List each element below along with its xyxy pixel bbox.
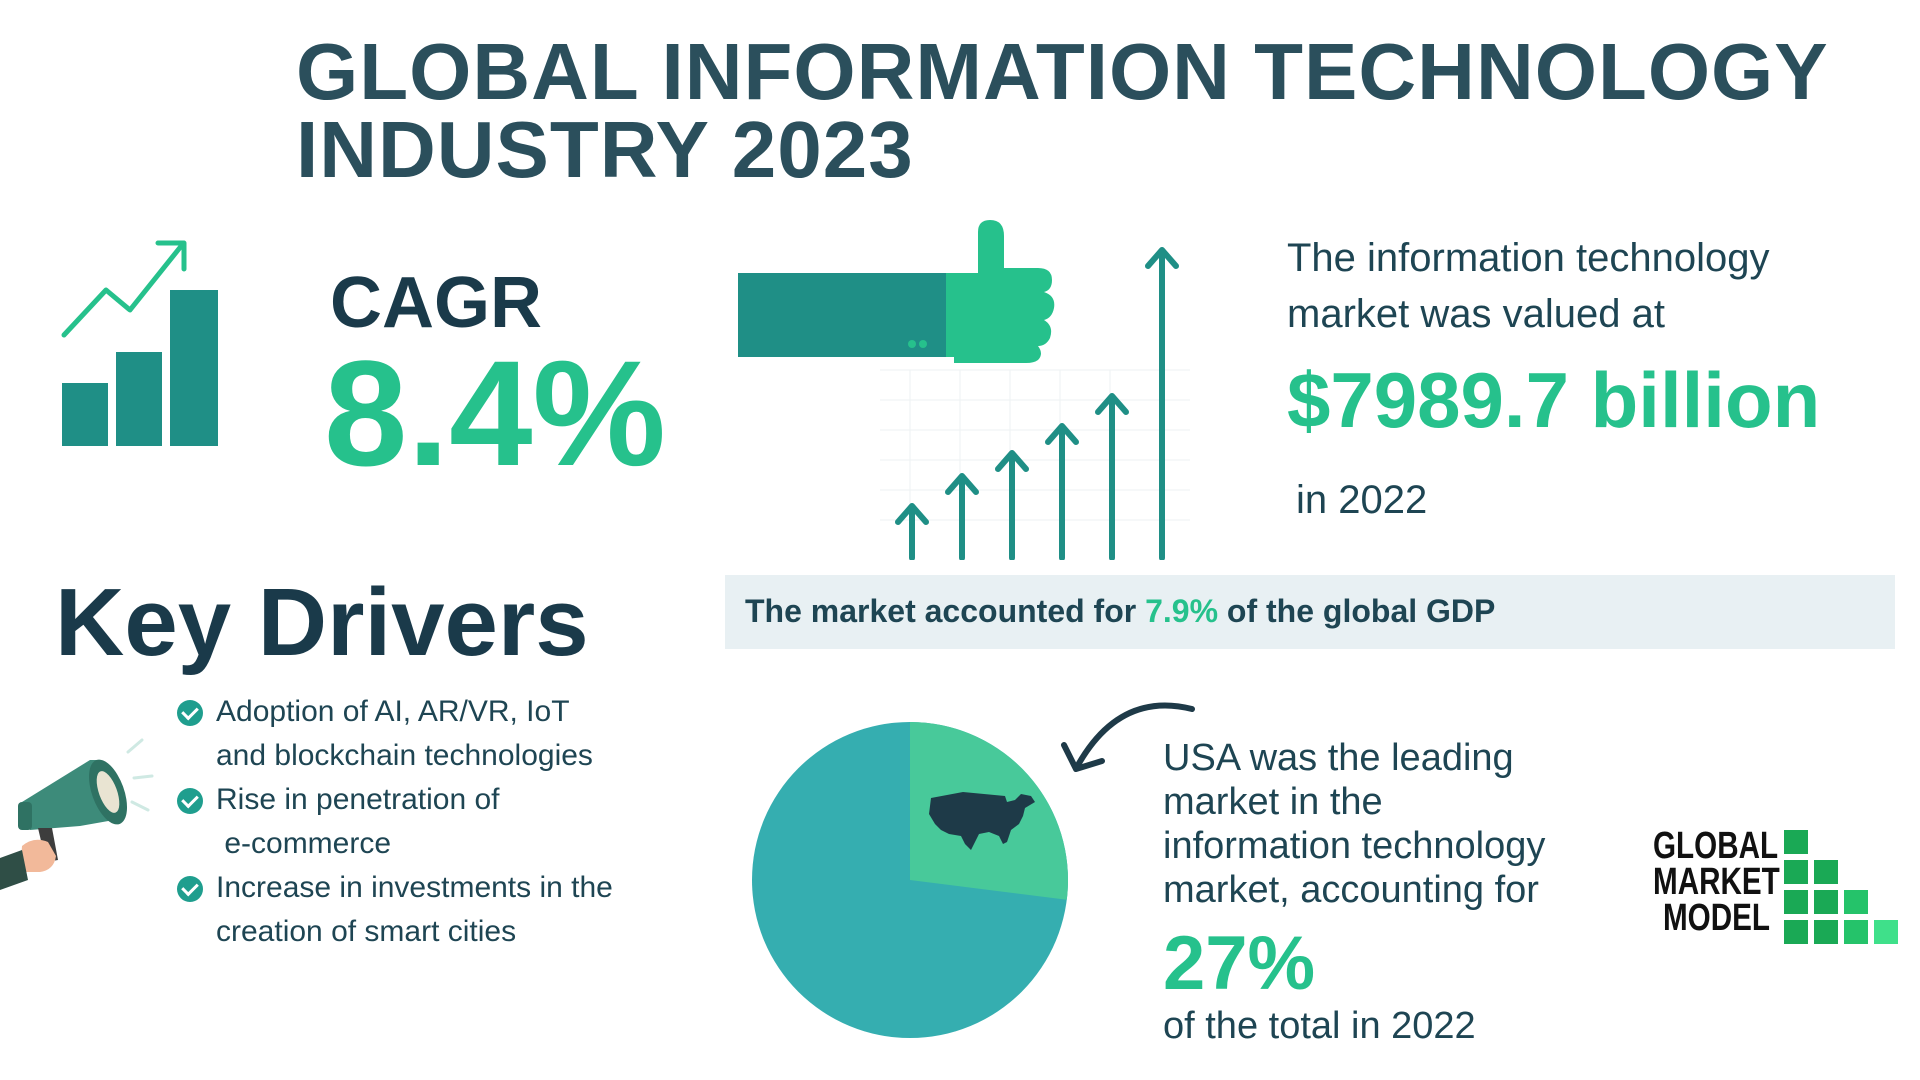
driver-3-line-2: creation of smart cities <box>216 915 517 948</box>
bar-chart-arrow-icon <box>61 240 218 446</box>
usa-percent: 27% <box>1163 921 1316 1006</box>
usa-text-line-2: market in the <box>1163 781 1383 823</box>
driver-1-line-1: Adoption of AI, AR/VR, IoT <box>216 695 570 728</box>
check-circle-icon <box>177 876 203 902</box>
gdp-banner <box>725 575 1895 649</box>
check-circle-icon <box>177 788 203 814</box>
logo-bars-icon <box>1784 830 1898 944</box>
usa-map-icon <box>929 792 1035 850</box>
logo-line-3: MODEL <box>1662 897 1770 939</box>
market-value-year: in 2022 <box>1296 478 1428 522</box>
logo-line-1: GLOBAL <box>1653 825 1779 867</box>
key-drivers-title: Key Drivers <box>55 569 589 676</box>
usa-text-tail: of the total in 2022 <box>1163 1005 1476 1047</box>
thumbs-up-icon <box>738 220 1055 363</box>
driver-2-line-2: e-commerce <box>216 827 392 860</box>
usa-text-line-4: market, accounting for <box>1163 869 1539 911</box>
cagr-value: 8.4% <box>324 329 666 497</box>
gdp-text-before: The market accounted for <box>745 593 1146 629</box>
cagr-label: CAGR <box>330 263 542 343</box>
gdp-text: The market accounted for 7.9% of the glo… <box>745 593 1495 630</box>
gdp-text-after: of the global GDP <box>1218 593 1496 629</box>
page-title-line-1: GLOBAL INFORMATION TECHNOLOGY <box>296 27 1829 116</box>
page-title-line-2: INDUSTRY 2023 <box>296 105 914 194</box>
driver-1-line-2: and blockchain technologies <box>216 739 593 772</box>
market-value-amount: $7989.7 billion <box>1287 356 1821 444</box>
check-circle-icon <box>177 700 203 726</box>
logo: GLOBAL MARKET MODEL <box>1620 825 1780 939</box>
market-value-line-2: market was valued at <box>1287 292 1665 336</box>
driver-3-line-1: Increase in investments in the <box>216 871 613 904</box>
rising-arrows-icon <box>880 247 1190 560</box>
curved-arrow-icon <box>1061 702 1195 772</box>
megaphone-icon <box>0 738 154 890</box>
usa-share-pie <box>752 722 1068 1038</box>
logo-line-2: MARKET <box>1653 861 1780 903</box>
usa-text-line-3: information technology <box>1163 825 1546 867</box>
market-value-line-1: The information technology <box>1287 236 1770 280</box>
usa-text-line-1: USA was the leading <box>1163 737 1514 779</box>
gdp-percent: 7.9% <box>1145 593 1219 629</box>
driver-2-line-1: Rise in penetration of <box>216 783 500 816</box>
